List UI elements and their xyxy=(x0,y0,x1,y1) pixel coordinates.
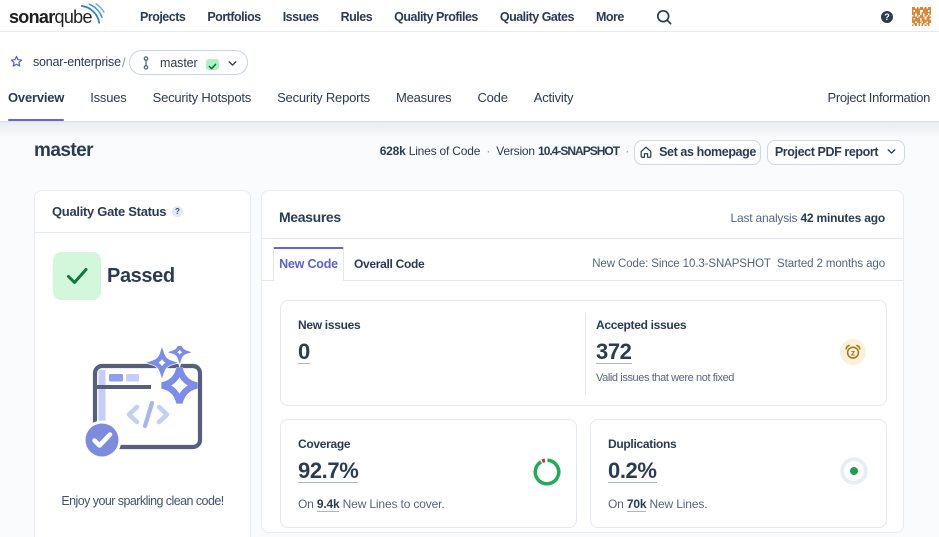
svg-text:z: z xyxy=(851,348,855,358)
